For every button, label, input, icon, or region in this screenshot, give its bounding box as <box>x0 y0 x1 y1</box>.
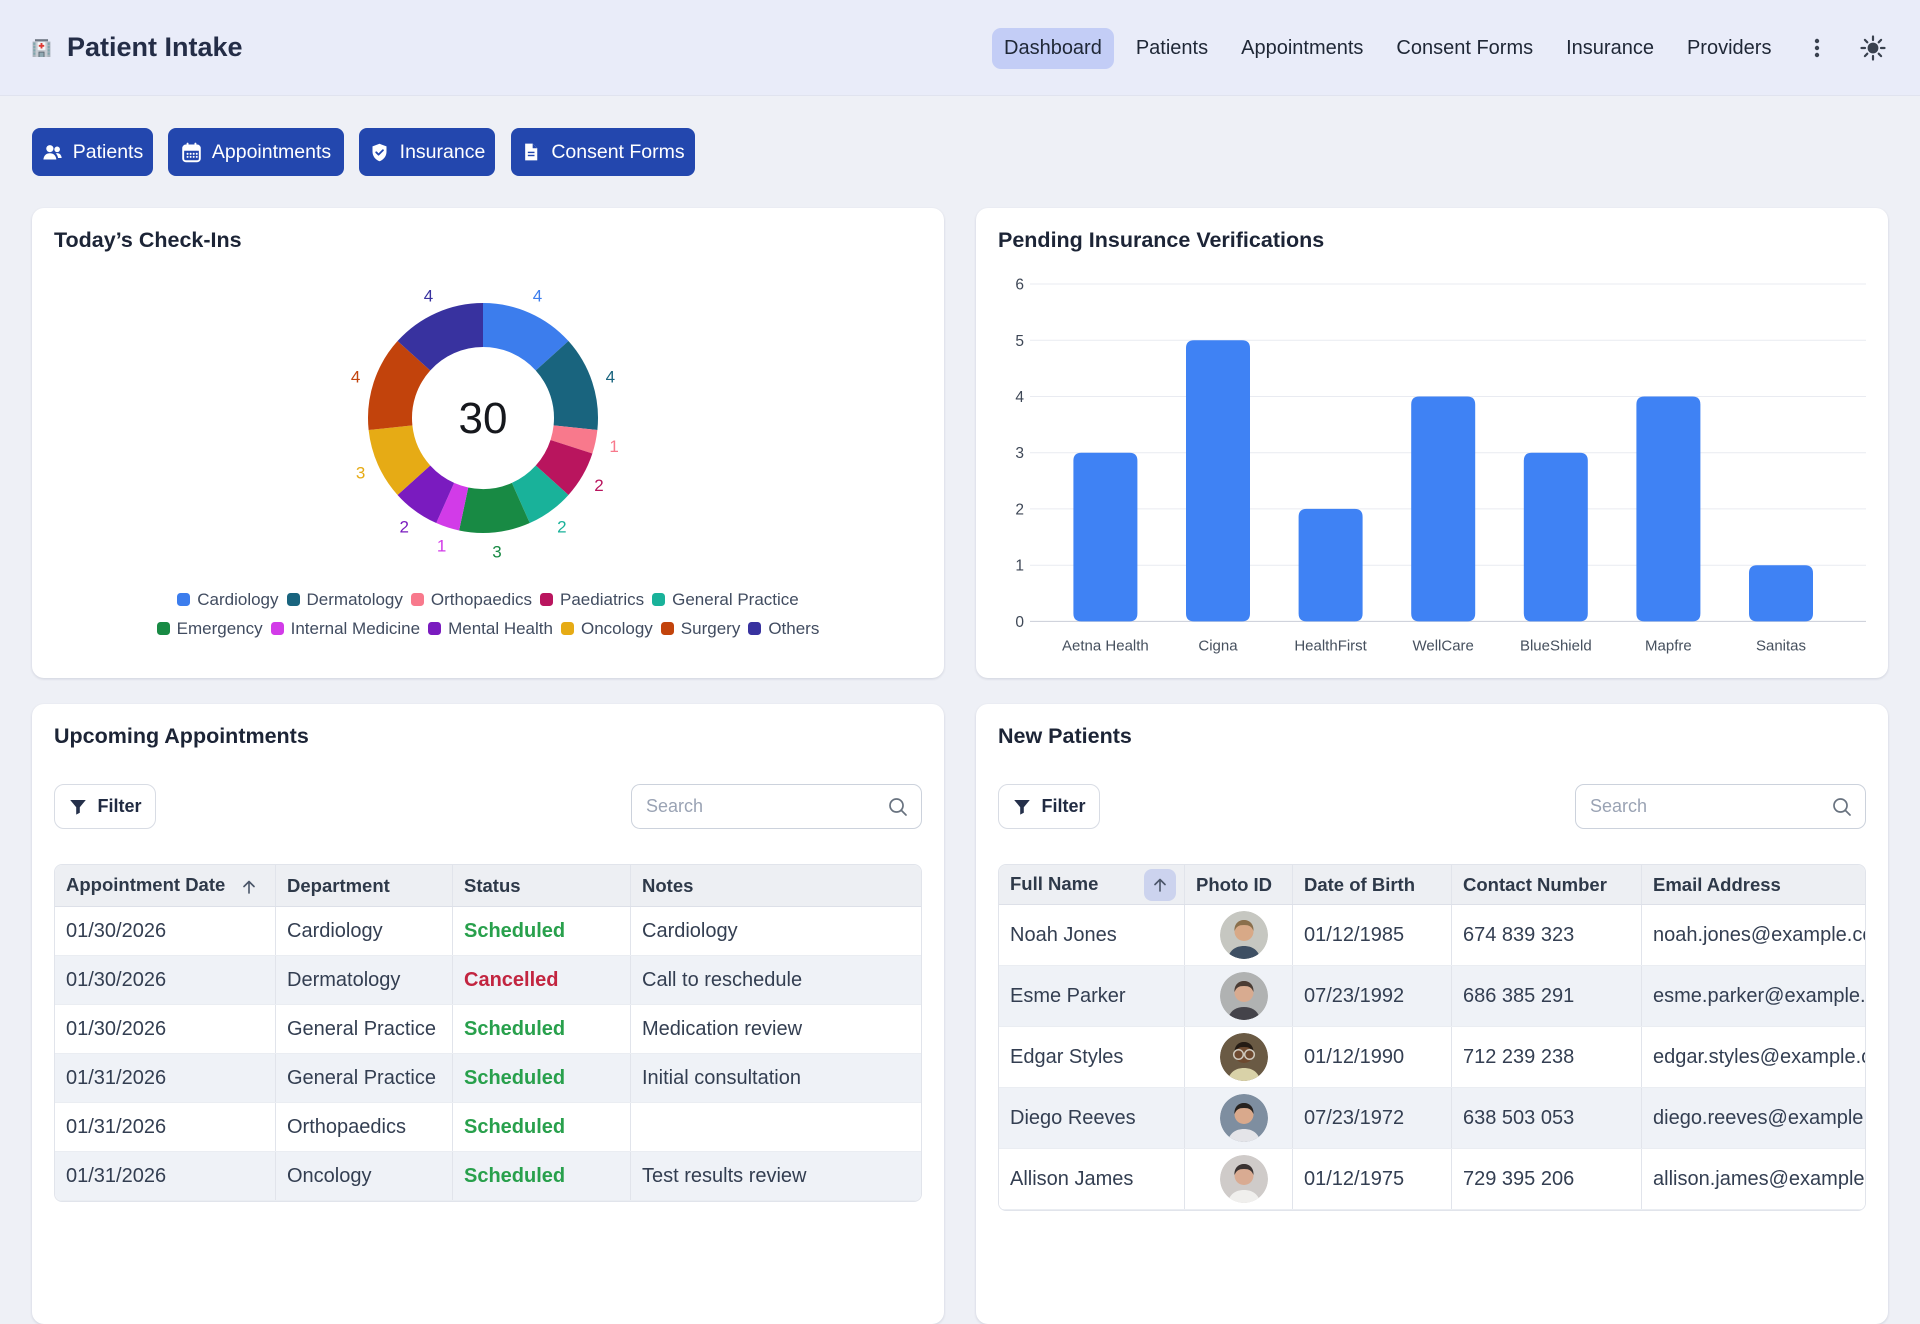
svg-text:1: 1 <box>1015 558 1024 575</box>
svg-text:Mapfre: Mapfre <box>1645 637 1692 654</box>
svg-text:4: 4 <box>424 287 433 306</box>
svg-text:4: 4 <box>1015 389 1024 406</box>
svg-text:0: 0 <box>1015 614 1024 631</box>
svg-text:2: 2 <box>594 476 603 495</box>
svg-text:BlueShield: BlueShield <box>1520 637 1592 654</box>
svg-text:Cigna: Cigna <box>1198 637 1238 654</box>
svg-text:1: 1 <box>609 437 618 456</box>
svg-text:4: 4 <box>533 287 542 306</box>
svg-text:Sanitas: Sanitas <box>1756 637 1806 654</box>
svg-text:30: 30 <box>459 394 508 443</box>
svg-text:2: 2 <box>1015 501 1024 518</box>
svg-text:4: 4 <box>606 368 615 387</box>
svg-text:3: 3 <box>356 464 365 483</box>
svg-text:WellCare: WellCare <box>1412 637 1473 654</box>
svg-text:5: 5 <box>1015 333 1024 350</box>
svg-text:6: 6 <box>1015 277 1024 294</box>
svg-text:2: 2 <box>557 517 566 536</box>
svg-text:2: 2 <box>399 517 408 536</box>
svg-text:4: 4 <box>351 368 360 387</box>
svg-text:HealthFirst: HealthFirst <box>1294 637 1367 654</box>
svg-text:Aetna Health: Aetna Health <box>1062 637 1149 654</box>
svg-text:1: 1 <box>437 536 446 555</box>
svg-text:3: 3 <box>1015 445 1024 462</box>
svg-text:3: 3 <box>492 542 501 561</box>
